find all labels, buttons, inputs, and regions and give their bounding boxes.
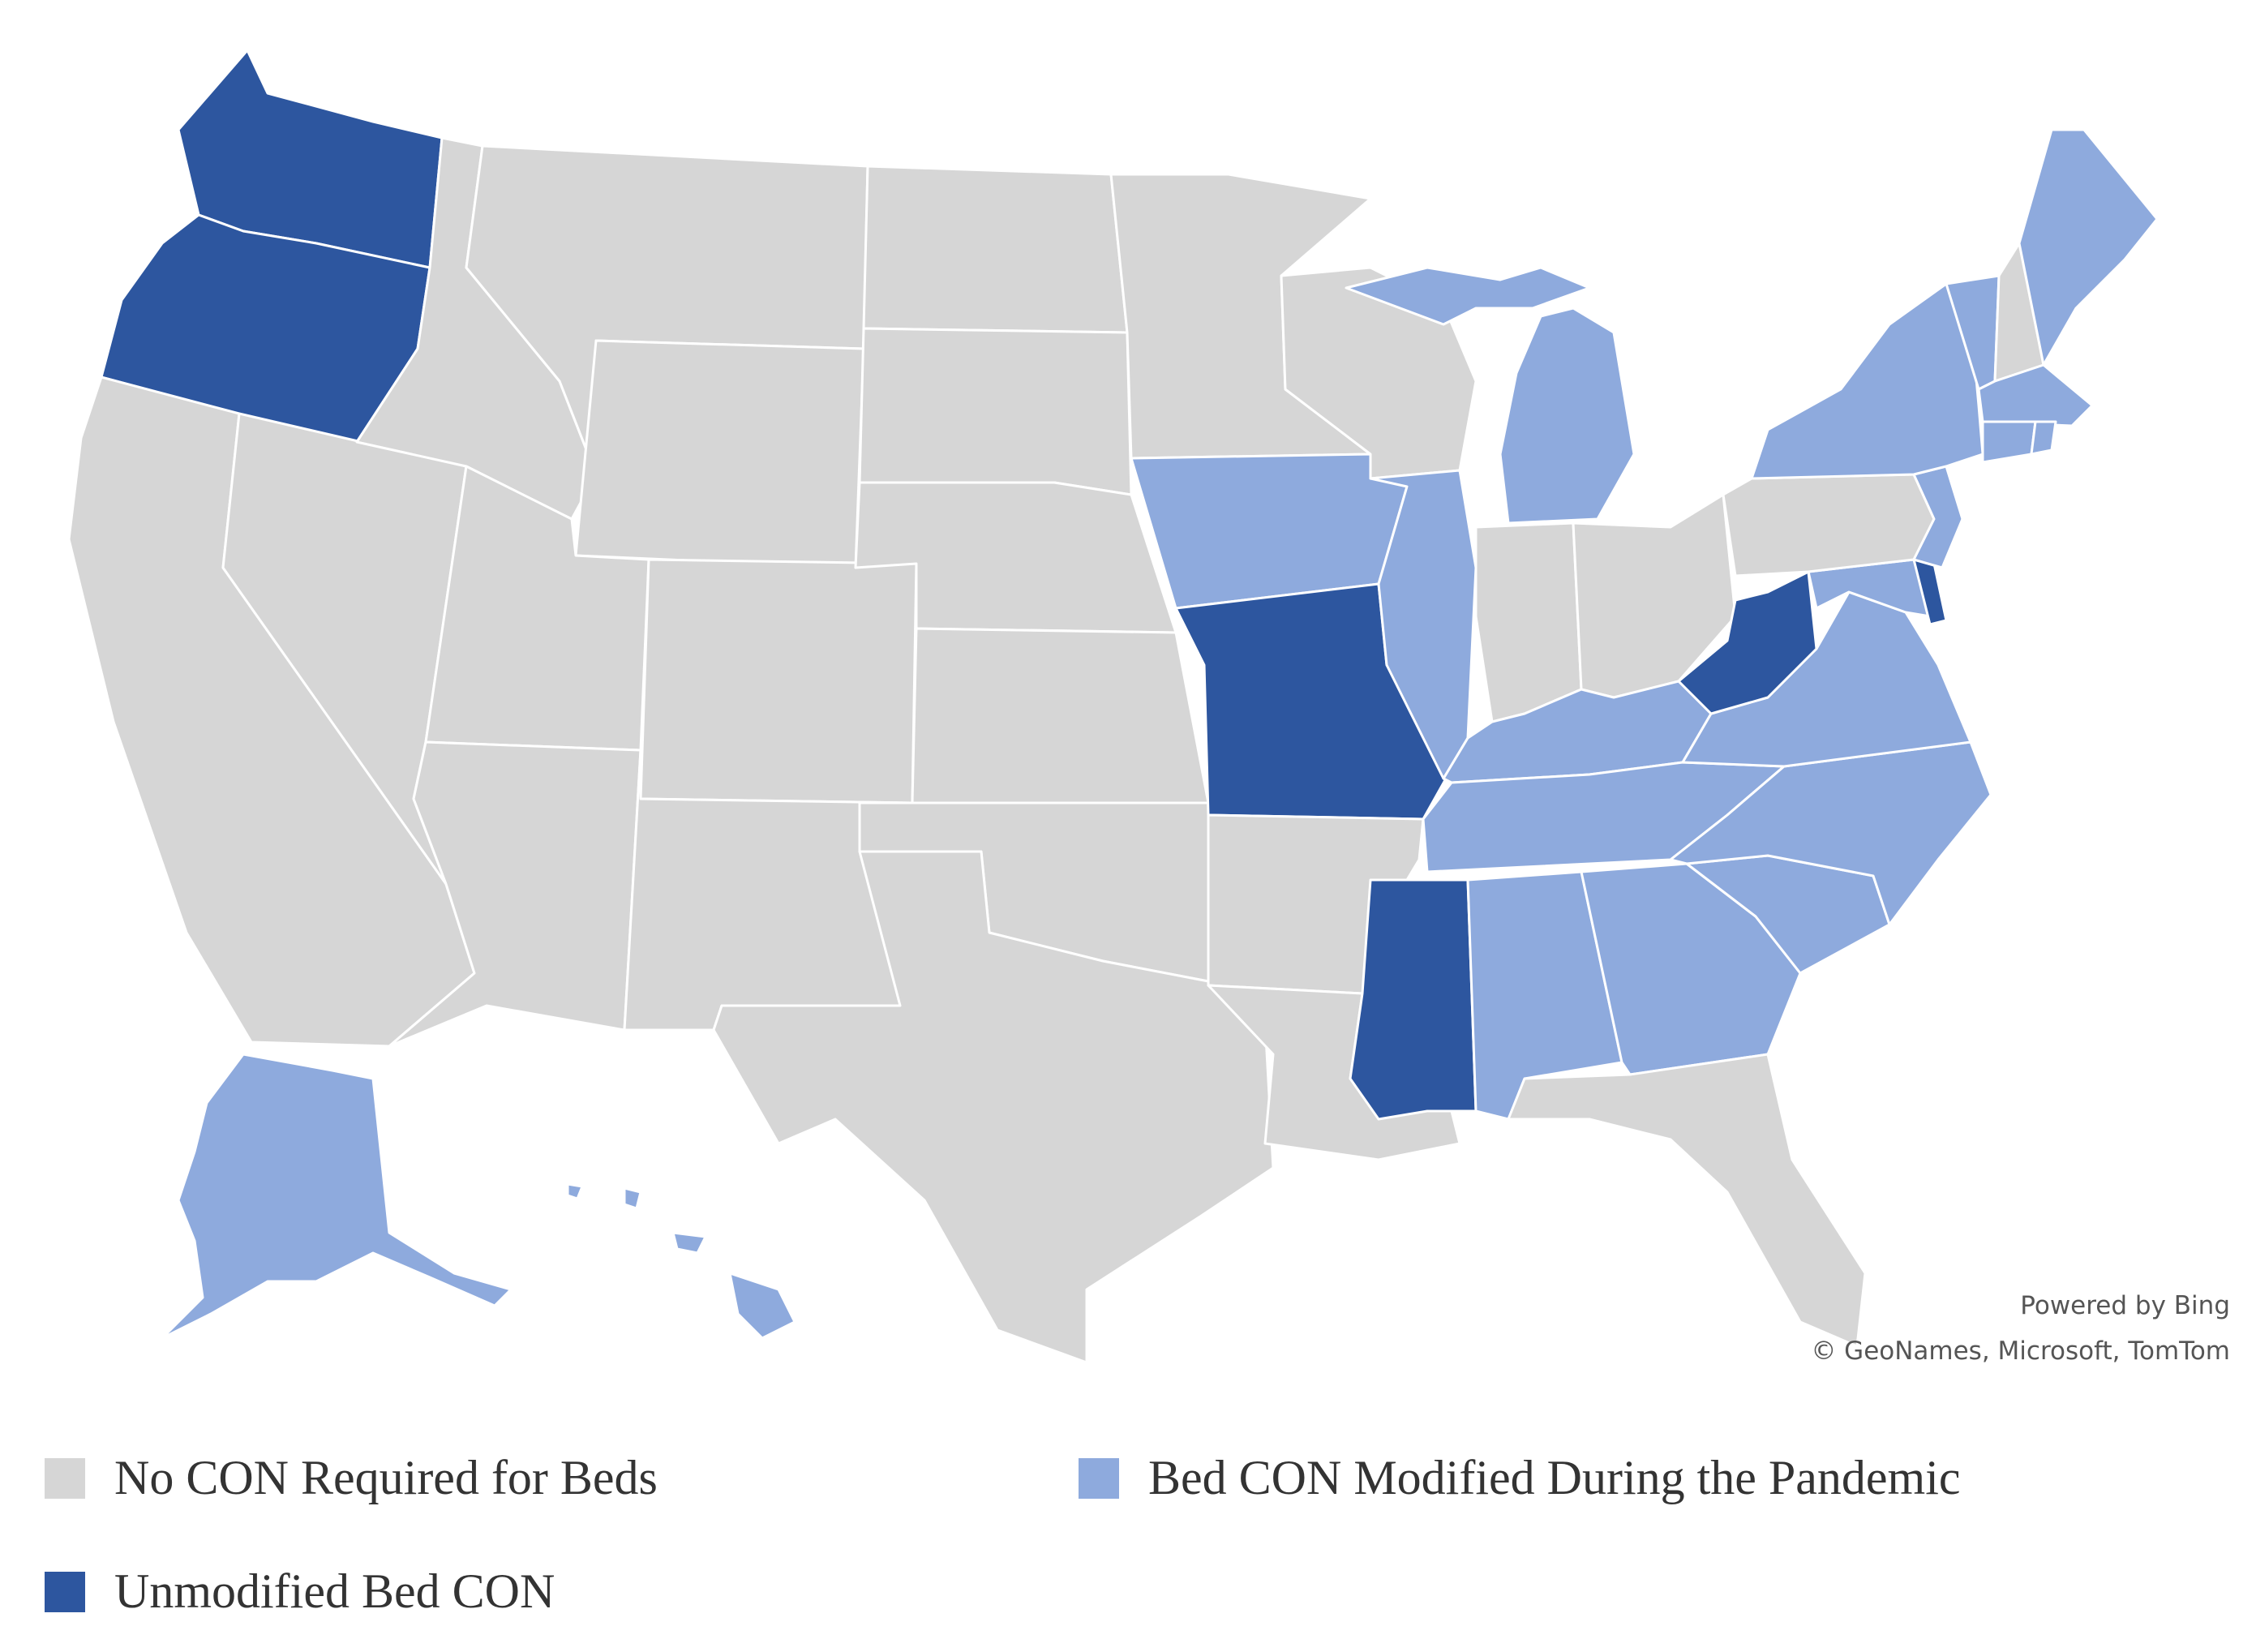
region-indiana [1474,521,1583,723]
region-florida [1507,1053,1867,1348]
legend-swatch-modified [1079,1457,1119,1499]
region-hawaii [566,1182,796,1340]
legend-swatch-unmodified [45,1571,85,1612]
region-maine [2018,128,2159,367]
region-colorado [639,558,918,805]
region-kansas [911,627,1210,805]
legend-label-unmodified: Unmodified Bed CON [114,1564,555,1618]
legend-label-modified: Bed CON Modified During the Pandemic [1148,1451,1961,1504]
region-michigan-lower [1499,307,1636,525]
region-north-dakota [862,165,1129,334]
legend-item-unmodified: Unmodified Bed CON [45,1564,555,1620]
legend-label-no-con: No CON Required for Beds [114,1451,658,1504]
region-pennsylvania [1722,473,1936,577]
legend-swatch-no-con [45,1457,85,1499]
region-wyoming [574,339,865,569]
region-rhode-island [2030,420,2057,456]
attribution-copyright: © GeoNames, Microsoft, TomTom [1811,1337,2230,1366]
legend-item-modified: Bed CON Modified During the Pandemic [1079,1450,1961,1506]
region-new-york [1750,282,1984,480]
region-south-dakota [858,327,1133,496]
region-mississippi [1349,878,1478,1121]
region-alaska [161,1053,513,1340]
region-michigan-upper [1345,266,1591,326]
region-north-carolina [1669,740,1992,926]
legend-item-no-con: No CON Required for Beds [45,1450,658,1506]
us-map [67,49,2159,1364]
region-connecticut [1981,420,2037,464]
attribution-powered: Powered by Bing [2020,1291,2230,1320]
region-texas [712,850,1275,1364]
